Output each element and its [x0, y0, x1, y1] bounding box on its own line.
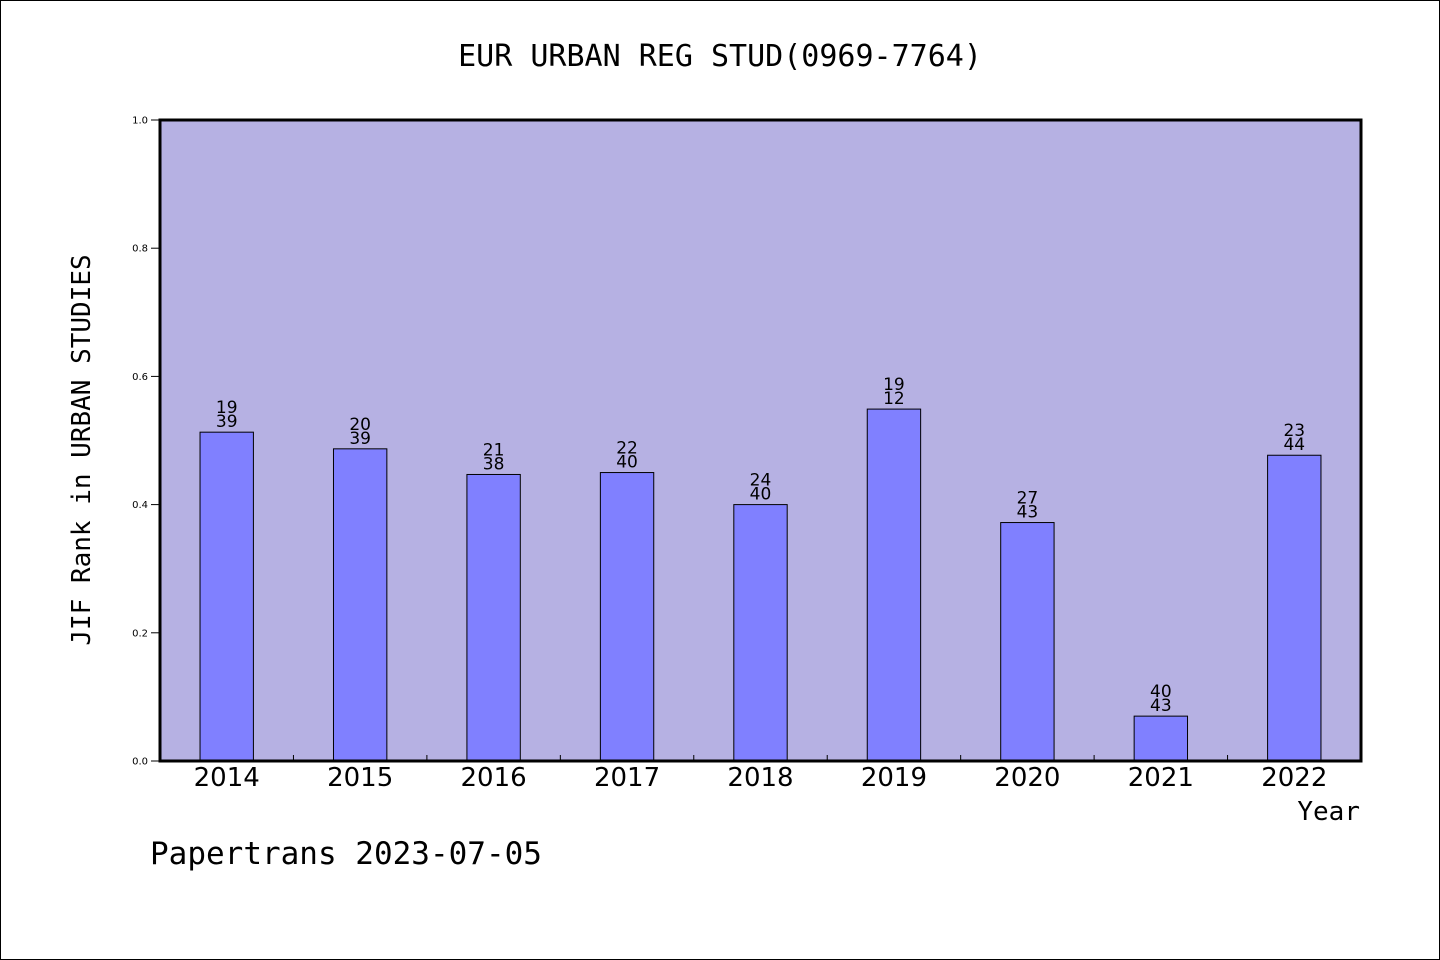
- x-tick-label-2017: 2017: [594, 763, 660, 793]
- bar-total-label-2016: 38: [483, 454, 505, 474]
- bar-2022: [1267, 454, 1322, 762]
- plot-border: [158, 118, 1363, 763]
- chart-title: EUR URBAN REG STUD(0969-7764): [458, 39, 982, 74]
- x-tick-label-2016: 2016: [461, 763, 527, 793]
- bar-rank-label-2019: 19: [883, 375, 905, 395]
- x-tick-label-2020: 2020: [994, 763, 1060, 793]
- x-tick-label-2019: 2019: [861, 763, 927, 793]
- x-axis-label: Year: [1297, 797, 1360, 827]
- bar-total-label-2020: 43: [1017, 503, 1039, 523]
- bar-rank-label-2014: 19: [216, 398, 238, 418]
- bar-total-label-2021: 43: [1150, 696, 1172, 716]
- bar-2015: [332, 448, 388, 762]
- x-tick-label-2018: 2018: [727, 763, 793, 793]
- footer-credit: Papertrans 2023-07-05: [150, 836, 542, 872]
- bar-total-label-2022: 44: [1283, 435, 1305, 455]
- bar-2021: [1133, 715, 1189, 762]
- bar-rank-label-2016: 21: [483, 440, 505, 460]
- y-tick-label: 1.0: [132, 116, 148, 127]
- bar-total-label-2017: 40: [616, 453, 638, 473]
- bar-2016: [466, 473, 521, 762]
- bar-2017: [599, 472, 655, 762]
- bar-total-label-2014: 39: [216, 412, 238, 432]
- bar-total-label-2019: 12: [883, 389, 905, 409]
- bar-rank-label-2018: 24: [750, 471, 772, 491]
- y-tick-label: 0.2: [132, 628, 148, 639]
- bar-total-label-2018: 40: [750, 485, 772, 505]
- bar-2019: [866, 408, 922, 762]
- x-tick-label-2021: 2021: [1128, 763, 1194, 793]
- bar-rank-label-2015: 20: [349, 415, 371, 435]
- bar-rank-label-2022: 23: [1283, 421, 1305, 441]
- bar-2020: [1000, 522, 1055, 762]
- y-tick-label: 0.4: [132, 500, 148, 511]
- x-tick-label-2014: 2014: [194, 763, 260, 793]
- y-axis-label: JIF Rank in URBAN STUDIES: [67, 254, 97, 645]
- y-tick-label: 0.0: [132, 757, 148, 768]
- y-tick-label: 0.6: [132, 372, 148, 383]
- y-tick-label: 0.8: [132, 244, 148, 255]
- x-tick-label-2022: 2022: [1261, 763, 1327, 793]
- bars-group: [199, 408, 1322, 762]
- bar-rank-label-2021: 40: [1150, 682, 1172, 702]
- x-tick-label-2015: 2015: [327, 763, 393, 793]
- bar-2014: [199, 431, 254, 762]
- bar-total-label-2015: 39: [349, 429, 371, 449]
- y-axis: 0.0 0.2 0.4 0.6 0.8 1.0: [132, 116, 160, 768]
- x-axis: 2014 2015 2016 2017 2018 2019 2020 2021 2022: [194, 755, 1327, 793]
- bar-2018: [733, 504, 788, 762]
- bar-rank-label-2020: 27: [1017, 489, 1039, 509]
- bar-rank-label-2017: 22: [616, 439, 638, 459]
